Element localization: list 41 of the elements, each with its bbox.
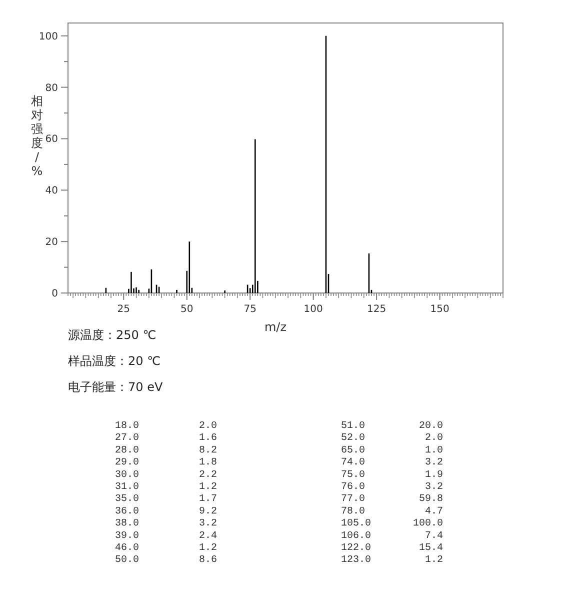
text: 76.0 3.2 (340, 482, 443, 493)
text: 65.0 1.0 (340, 445, 443, 456)
ylabel: 相对强度/% (31, 94, 43, 178)
x-tick-label: 125 (367, 304, 386, 315)
x-tick-label: 100 (304, 304, 323, 315)
y-tick-label: 0 (52, 288, 58, 300)
text: 31.0 1.2 (114, 482, 217, 493)
text: 78.0 4.7 (340, 506, 443, 518)
x-tick-label: 25 (117, 304, 130, 315)
text: 样品温度：20 ℃ (68, 354, 161, 368)
text: 39.0 2.4 (114, 530, 217, 542)
text: 电子能量：70 eV (68, 380, 164, 394)
text: 46.0 1.2 (114, 543, 217, 554)
text: 123.0 1.2 (340, 555, 443, 566)
y-tick-label: 60 (45, 134, 58, 146)
y-tick-label: 100 (38, 31, 58, 42)
x-tick-label: 75 (244, 304, 256, 315)
text: 122.0 15.4 (340, 543, 443, 554)
text: 27.0 1.6 (114, 433, 217, 444)
text: 38.0 3.2 (114, 518, 217, 530)
text: 106.0 7.4 (340, 530, 443, 542)
text: 18.0 2.0 (114, 421, 217, 432)
text: 28.0 8.2 (114, 445, 217, 456)
x-axis-title: m/z (264, 320, 287, 334)
text: 源温度：250 ℃ (68, 328, 156, 342)
text: 30.0 2.2 (114, 470, 217, 481)
text: 105.0 100.0 (340, 518, 443, 530)
text: 29.0 1.8 (114, 458, 217, 469)
text: 50.0 8.6 (114, 555, 217, 566)
text: 51.0 20.0 (340, 421, 443, 432)
x-tick-label: 50 (180, 304, 194, 315)
text: 36.0 9.2 (114, 506, 217, 518)
text: 35.0 1.7 (114, 494, 217, 506)
text: 77.0 59.8 (340, 494, 443, 506)
text: 74.0 3.2 (340, 458, 443, 469)
y-tick-label: 80 (45, 82, 58, 94)
y-tick-label: 40 (45, 186, 58, 197)
x-tick-label: 150 (430, 304, 450, 315)
text: 75.0 1.9 (340, 470, 443, 481)
text: 52.0 2.0 (340, 433, 443, 444)
y-tick-label: 20 (45, 237, 58, 248)
